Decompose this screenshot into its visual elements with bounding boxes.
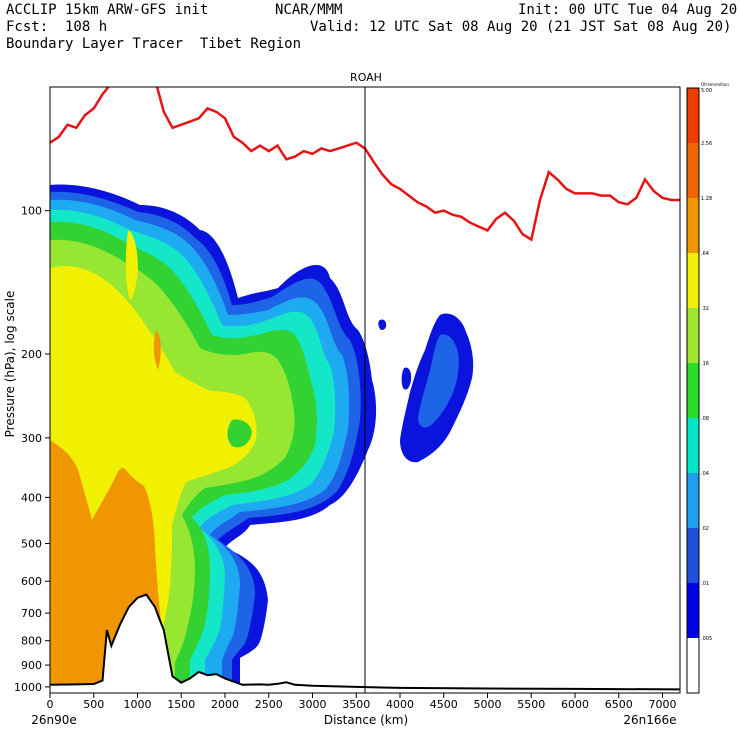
terrain-line xyxy=(49,593,681,691)
colorbar-label: .04 xyxy=(701,471,709,477)
colorbar-swatch xyxy=(687,418,699,473)
x-tick-label: 3000 xyxy=(299,698,327,711)
colorbar-swatch xyxy=(687,198,699,253)
y-tick-label: 700 xyxy=(21,607,42,620)
colorbar-swatch xyxy=(687,253,699,308)
terrain-mask xyxy=(50,594,680,693)
colorbar-label: .32 xyxy=(701,306,709,312)
shade-detail-orange xyxy=(153,330,161,370)
colorbar-frame xyxy=(686,87,700,694)
shade-isolated-blue-tiny xyxy=(378,319,387,330)
x-tick-label: 4500 xyxy=(430,698,458,711)
x-endpoint-left: 26n90e xyxy=(31,713,77,727)
x-tick-label: 5000 xyxy=(474,698,502,711)
y-tick-label: 500 xyxy=(21,538,42,551)
init-time: Init: 00 UTC Tue 04 Aug 20 xyxy=(518,2,738,18)
shade-detail-yellow xyxy=(125,230,138,300)
colorbar-label: .02 xyxy=(701,526,709,532)
x-axis: 0 500 1000 1500 2000 2500 3000 3500 4000 4500 5000… xyxy=(47,693,677,711)
y-tick-label: 600 xyxy=(21,575,42,588)
colorbar-label: 2.56 xyxy=(701,141,712,147)
x-tick-label: 3500 xyxy=(342,698,370,711)
forecast-hour: Fcst: 108 h xyxy=(6,19,108,35)
colorbar-label: 5.00 xyxy=(701,88,712,94)
x-tick-label: 7000 xyxy=(649,698,677,711)
plot-frame xyxy=(49,86,681,694)
colorbar-label: .005 xyxy=(701,636,712,642)
model-title: ACCLIP 15km ARW-GFS init xyxy=(6,2,209,18)
x-tick-label: 500 xyxy=(83,698,104,711)
x-tick-label: 6500 xyxy=(605,698,633,711)
colorbar-label: .64 xyxy=(701,251,709,257)
colorbar-top-label: Oframrenition xyxy=(701,82,729,87)
colorbar-swatch xyxy=(687,583,699,638)
x-tick-label: 2500 xyxy=(255,698,283,711)
x-endpoint-right: 26n166e xyxy=(623,713,676,727)
y-tick-label: 1000 xyxy=(14,681,42,694)
y-tick-label: 200 xyxy=(21,348,42,361)
x-tick-label: 2000 xyxy=(211,698,239,711)
colorbar-label: 1.28 xyxy=(701,196,712,202)
y-tick-label: 100 xyxy=(21,205,42,218)
colorbar: .005 .01 .02 .04 .08 .16 .32 .64 1.28 2.56 5.00Ofr… xyxy=(686,82,729,694)
x-tick-label: 1000 xyxy=(124,698,152,711)
x-tick-label: 0 xyxy=(47,698,54,711)
colorbar-swatch xyxy=(687,528,699,583)
y-tick-label: 400 xyxy=(21,491,42,504)
x-tick-label: 5500 xyxy=(517,698,545,711)
y-axis-label: Pressure (hPa), log scale xyxy=(3,291,17,438)
colorbar-swatch xyxy=(687,363,699,418)
valid-time: Valid: 12 UTC Sat 08 Aug 20 (21 JST Sat … xyxy=(310,19,732,35)
y-axis: 100 200 300 400 500 600 700 800 900 1000 xyxy=(14,205,50,694)
shade-detail-green xyxy=(227,419,252,448)
x-tick-label: 6000 xyxy=(561,698,589,711)
colorbar-label: .01 xyxy=(701,581,709,587)
field-description: Boundary Layer Tracer Tibet Region xyxy=(6,36,302,52)
colorbar-label: .16 xyxy=(701,361,709,367)
colorbar-swatch xyxy=(687,308,699,363)
institution-label: NCAR/MMM xyxy=(275,2,343,18)
colorbar-swatch xyxy=(687,143,699,198)
x-tick-label: 1500 xyxy=(167,698,195,711)
y-tick-label: 900 xyxy=(21,659,42,672)
x-tick-label: 4000 xyxy=(386,698,414,711)
colorbar-swatch xyxy=(687,88,699,143)
chart-title: ROAH xyxy=(350,71,382,84)
y-tick-label: 300 xyxy=(21,432,42,445)
shade-isolated-blue-inner xyxy=(418,334,459,428)
shade-isolated-blue-small xyxy=(401,367,412,390)
colorbar-label: .08 xyxy=(701,416,709,422)
colorbar-swatch xyxy=(687,473,699,528)
y-tick-label: 800 xyxy=(21,635,42,648)
tracer-shading xyxy=(50,184,474,691)
x-axis-label: Distance (km) xyxy=(324,713,408,727)
colorbar-swatch xyxy=(687,638,699,693)
